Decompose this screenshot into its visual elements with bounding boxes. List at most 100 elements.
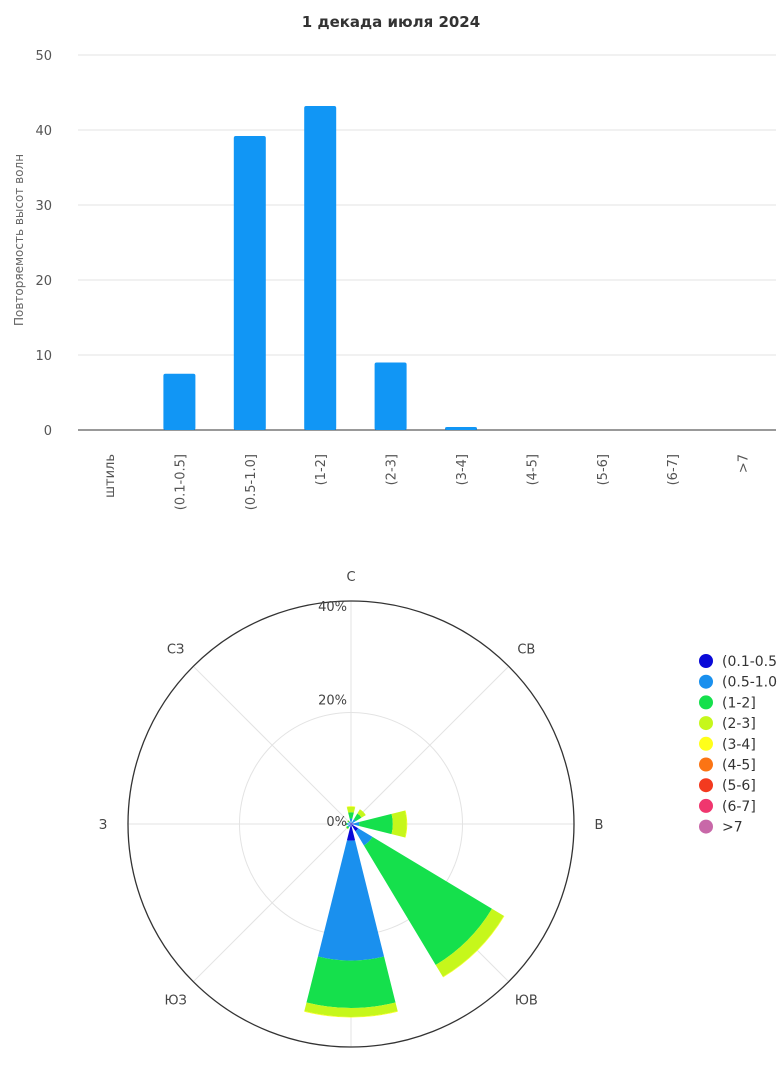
rose-wedge-segment: [351, 822, 353, 824]
legend-label: (0.5-1.0: [722, 675, 777, 691]
bar-chart-x-ticks: штиль (0.1-0.5] (0.5-1.0] (1-2] (2-3] (3-4] (4…: [103, 454, 752, 510]
y-tick-label: 20: [35, 274, 52, 289]
rose-wedge-segment: [355, 828, 373, 846]
wind-rose-grid: [127, 600, 575, 1048]
legend-marker: [699, 716, 713, 731]
rose-wedge-segment: [347, 820, 350, 823]
rose-wedge-segment: [345, 822, 347, 826]
x-tick-label: (0.1-0.5]: [173, 454, 188, 510]
direction-label: СЗ: [167, 643, 184, 658]
rose-wedge-segment: [351, 823, 354, 825]
legend-marker: [699, 674, 713, 689]
bar: [304, 106, 337, 430]
y-tick-label: 0: [44, 424, 52, 439]
wind-rose: 0%20%40% ССВВЮВЮЮЗЗСЗ: [99, 570, 604, 1067]
y-axis-label: Повторяемость высот волн: [12, 154, 26, 326]
x-tick-label: (3-4]: [455, 454, 470, 485]
y-tick-label: 50: [35, 49, 52, 64]
chart-title: 1 декада июля 2024: [302, 13, 480, 31]
wind-rose-wedges: [304, 806, 505, 1018]
legend-label: (3-4]: [722, 737, 756, 753]
x-tick-label: (0.5-1.0]: [244, 454, 259, 510]
radial-tick-label: 40%: [318, 600, 347, 615]
y-tick-label: 10: [35, 349, 52, 364]
legend-label: (2-3]: [722, 716, 756, 732]
direction-label: ЮЗ: [164, 993, 186, 1008]
legend-label: (6-7]: [722, 799, 756, 815]
rose-wedge-segment: [347, 820, 349, 822]
rose-wedge-segment: [349, 823, 351, 825]
direction-label: СВ: [517, 643, 535, 658]
rose-wedge-segment: [363, 836, 492, 965]
rose-wedge-segment: [351, 824, 359, 832]
x-tick-label: (6-7]: [666, 454, 681, 485]
legend-label: (4-5]: [722, 758, 756, 774]
rose-wedge-segment: [391, 810, 407, 838]
legend-label: >7: [722, 820, 743, 836]
rose-wedge-segment: [350, 822, 352, 824]
rose-wedge-segment: [435, 908, 504, 977]
rose-wedge-segment: [350, 823, 351, 824]
rose-wedge-segment: [348, 812, 354, 819]
radial-tick-label: 0%: [326, 815, 347, 830]
direction-gridline: [192, 823, 352, 983]
legend-label: (5-6]: [722, 778, 756, 794]
bar: [374, 362, 407, 430]
legend-label: (1-2]: [722, 695, 756, 711]
rose-wedge-segment: [357, 809, 366, 818]
bar-chart-bars: [163, 106, 477, 430]
rose-wedge-segment: [304, 1011, 398, 1018]
legend-marker: [699, 695, 713, 710]
outer-circle: [127, 600, 575, 1048]
rose-wedge-segment: [350, 824, 351, 825]
rose-wedge-segment: [345, 826, 349, 830]
bar: [233, 136, 266, 430]
bar: [163, 373, 196, 430]
rose-wedge-segment: [304, 1002, 398, 1017]
direction-label: З: [99, 818, 107, 833]
direction-label: ЮВ: [515, 993, 538, 1008]
legend-marker: [699, 819, 713, 834]
x-tick-label: (1-2]: [314, 454, 329, 485]
wind-rose-radial-labels: 0% 20% 40%: [318, 600, 347, 830]
rose-wedge-segment: [346, 824, 356, 841]
rose-wedge-segment: [351, 819, 356, 824]
rose-wedge-segment: [348, 821, 351, 824]
rose-wedge-segment: [349, 818, 353, 823]
x-tick-label: >7: [737, 454, 752, 473]
bar-chart-y-ticks: 0 10 20 30 40 50: [35, 49, 52, 439]
direction-label: В: [595, 818, 604, 833]
x-tick-label: (5-6]: [596, 454, 611, 485]
bar: [445, 427, 477, 430]
y-tick-label: 30: [35, 199, 52, 214]
legend-marker: [699, 757, 713, 772]
legend-marker: [699, 778, 713, 793]
direction-gridline: [192, 665, 352, 825]
direction-gridline: [350, 665, 510, 825]
rose-wedge-segment: [346, 826, 349, 829]
y-tick-label: 40: [35, 124, 52, 139]
legend-marker: [699, 654, 713, 668]
radial-tick-label: 20%: [318, 694, 347, 709]
rose-wedge-segment: [347, 824, 351, 828]
legend-marker: [699, 736, 713, 751]
wind-rose-direction-labels: ССВВЮВЮЮЗЗСЗ: [99, 570, 604, 1067]
wind-rose-legend: (0.1-0.5 (0.5-1.0 (1-2] (2-3] (3-4] (4-5] (5-6…: [699, 654, 777, 836]
rose-wedge-segment: [345, 822, 348, 826]
rose-wedge-segment: [353, 821, 360, 827]
bar-chart-gridlines: [78, 54, 776, 431]
x-tick-label: (4-5]: [525, 454, 540, 485]
direction-label: С: [346, 570, 355, 585]
legend-marker: [699, 798, 713, 813]
rose-wedge-segment: [306, 956, 396, 1008]
x-tick-label: штиль: [103, 454, 118, 498]
rose-wedge-segment: [405, 810, 408, 838]
x-tick-label: (2-3]: [385, 454, 400, 485]
legend-label: (0.1-0.5: [722, 654, 777, 670]
rose-wedge-segment: [346, 806, 356, 808]
rose-wedge-segment: [353, 813, 362, 822]
rose-wedge-segment: [347, 823, 350, 825]
rose-wedge-segment: [317, 840, 385, 961]
rose-wedge-segment: [346, 806, 356, 813]
